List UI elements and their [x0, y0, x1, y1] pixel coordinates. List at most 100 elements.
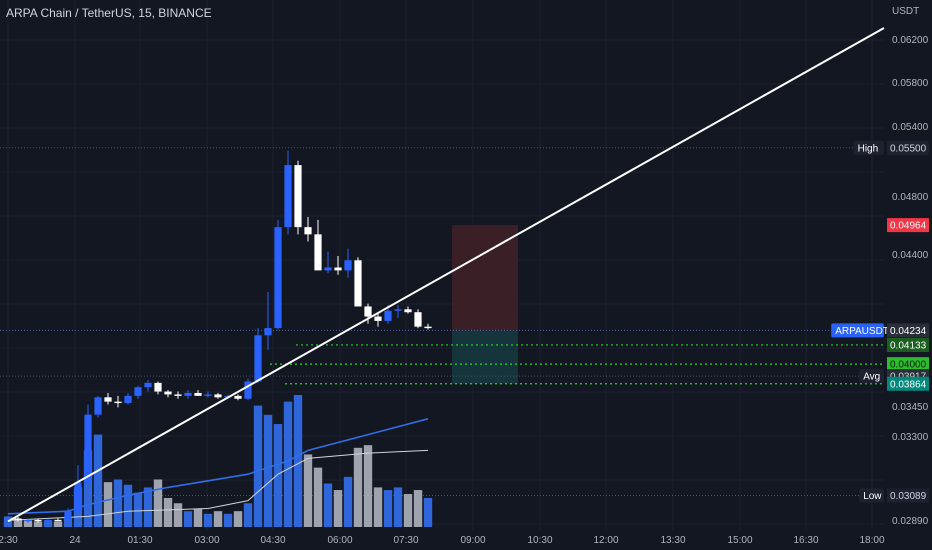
grid [0, 0, 884, 530]
volume-bar [363, 445, 373, 527]
low-tag-label-box [859, 488, 884, 503]
volume-bar [143, 487, 153, 527]
y-tick-label: 0.06200 [892, 35, 929, 46]
price-tags: High 0.05500 0.04964 ARPAUSDT 0.04234 0.04133… [831, 140, 929, 503]
candle-body [194, 392, 202, 396]
candle-body [254, 335, 262, 382]
candle-body [424, 326, 432, 329]
avg-tag-label: Avg [863, 372, 880, 383]
volume-bar [403, 494, 413, 527]
candle-body [154, 382, 162, 392]
volume-bar [163, 497, 173, 527]
candle-body [44, 519, 52, 522]
target1-tag-value: 0.04133 [890, 340, 927, 351]
last-tag-label: ARPAUSDT [835, 326, 889, 337]
stop-tag-value: 0.04964 [890, 221, 927, 232]
volume-bar [413, 490, 423, 527]
candle-body [144, 382, 152, 388]
candle-body [244, 381, 252, 399]
target3-tag-value-box [887, 376, 929, 391]
candle-body [114, 401, 122, 404]
candle-body [344, 260, 352, 271]
candle-body [184, 392, 192, 396]
candle-body [374, 316, 382, 321]
y-tick-label: 0.04800 [892, 192, 929, 203]
position-zones [452, 225, 518, 384]
volume-bar [423, 497, 433, 527]
low-tag-value-box [887, 488, 929, 503]
x-tick-label: 24 [69, 535, 81, 546]
target3-tag-value: 0.03864 [890, 379, 927, 390]
volume-bar [263, 414, 273, 527]
volume-bar [123, 484, 133, 527]
x-tick-label: 01:30 [127, 535, 152, 546]
high-tag-label-box [853, 140, 884, 155]
candle-body [264, 328, 272, 336]
target2-tag-value: 0.04000 [890, 360, 927, 371]
volume-bar [323, 483, 333, 527]
y-tick-label: 0.02890 [892, 516, 929, 527]
target-zone [452, 330, 518, 384]
candle-body [34, 519, 42, 522]
volume-bar [293, 395, 303, 527]
y-tick-label: 0.03450 [892, 402, 929, 413]
volume-bar [63, 516, 73, 527]
candle-body [164, 391, 172, 395]
volume-bar [13, 519, 23, 527]
x-tick-label: 04:30 [260, 535, 285, 546]
volume-bar [133, 492, 143, 527]
volume-bar [333, 490, 343, 527]
volume-bar [43, 520, 53, 527]
volume-bar [283, 401, 293, 527]
volume-bar [253, 405, 263, 527]
candle-body [204, 394, 212, 396]
high-tag-value-box [887, 140, 929, 155]
last-tag-label-box [831, 323, 884, 338]
candle-body [214, 394, 222, 398]
candle-body [94, 397, 102, 415]
target1-tag-value-box [887, 337, 929, 352]
candle-body [414, 312, 422, 327]
candle-body [64, 511, 72, 520]
volume-bar [153, 479, 163, 527]
volume-bar [33, 521, 43, 527]
candle-body [84, 414, 92, 483]
volume-bar [303, 454, 313, 527]
candle-body [134, 387, 142, 396]
volume-bar [393, 487, 403, 527]
trend-line[interactable] [7, 27, 885, 523]
x-tick-label: 07:30 [393, 535, 418, 546]
candle-body [314, 234, 322, 271]
x-tick-label: 15:00 [727, 535, 752, 546]
candle-body [394, 309, 402, 311]
x-tick-label: 18:00 [859, 535, 884, 546]
stop-tag-value-box [887, 218, 929, 233]
trend-line-segment [7, 27, 885, 523]
volume-bars [3, 395, 433, 527]
time-axis[interactable]: 2:30 24 01:30 03:00 04:30 06:00 07:30 09:00 10:3… [0, 535, 885, 546]
ma-slow-line [7, 449, 429, 521]
candle-body [174, 394, 182, 396]
x-tick-label: 2:30 [0, 535, 18, 546]
chart-title: ARPA Chain / TetherUS, 15, BINANCE [6, 6, 212, 20]
candle-body [124, 395, 132, 404]
volume-bar [3, 516, 13, 527]
x-tick-label: 10:30 [527, 535, 552, 546]
target2-tag-value-box [887, 357, 929, 372]
volume-bar [83, 450, 93, 527]
y-tick-label: 0.04400 [892, 250, 929, 261]
x-tick-label: 12:00 [593, 535, 618, 546]
currency-label: USDT [892, 6, 919, 17]
x-tick-label: 13:30 [660, 535, 685, 546]
volume-bar [103, 482, 113, 527]
last-tag-value-box [887, 323, 929, 338]
candle-body [274, 227, 282, 329]
candles [4, 150, 432, 523]
x-tick-label: 06:00 [327, 535, 352, 546]
candle-body [54, 519, 62, 522]
candle-body [304, 227, 312, 235]
candle-body [384, 310, 392, 321]
x-tick-label: 03:00 [194, 535, 219, 546]
candle-body [354, 260, 362, 307]
